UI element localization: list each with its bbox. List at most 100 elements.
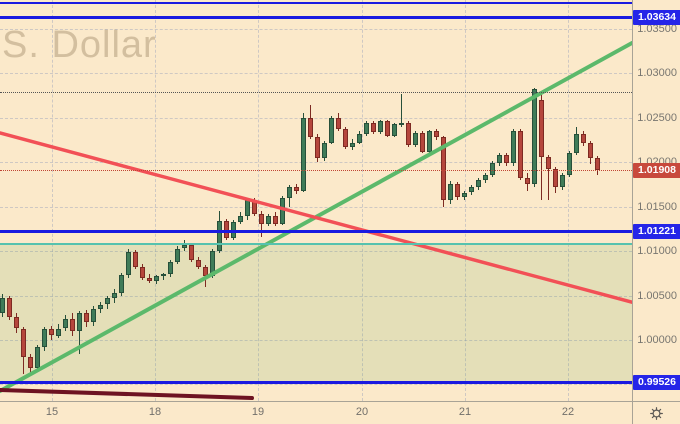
time-axis-label: 18	[148, 406, 162, 418]
symbol-watermark: S. Dollar	[2, 24, 157, 66]
candle-up	[399, 123, 404, 126]
candle-down	[203, 267, 208, 276]
h-gridline	[0, 162, 632, 164]
candle-up	[98, 304, 103, 309]
price-axis-label: 1.00000	[637, 334, 677, 346]
candle-up	[392, 124, 397, 136]
candle-up	[476, 180, 481, 188]
candle-up	[427, 131, 432, 152]
time-axis-label: 20	[355, 406, 369, 418]
candle-up	[245, 199, 250, 216]
price-line-0.99526[interactable]	[0, 380, 632, 384]
candle-up	[287, 187, 292, 198]
candle-down	[21, 328, 26, 357]
time-axis-label: 22	[561, 406, 575, 418]
price-badge-1.01221: 1.01221	[633, 224, 680, 239]
candle-down	[371, 123, 376, 133]
candle-down	[147, 277, 152, 282]
candle-down	[343, 129, 348, 148]
price-badge-0.99526: 0.99526	[633, 374, 680, 390]
price-scale-settings-button[interactable]	[632, 401, 680, 424]
candle-up	[357, 133, 362, 143]
price-line[interactable]	[0, 2, 632, 4]
candle-down	[133, 252, 138, 268]
h-gridline	[0, 73, 632, 75]
candle-down	[434, 131, 439, 138]
candle-down	[259, 213, 264, 225]
candle-up	[182, 244, 187, 249]
candle-down	[49, 329, 54, 336]
price-axis-label: 1.00500	[637, 289, 677, 302]
candle-up	[378, 121, 383, 133]
candle-down	[385, 121, 390, 136]
candle-down	[252, 199, 257, 214]
candle-up	[63, 318, 68, 329]
candle-down	[518, 131, 523, 179]
time-axis-label: 19	[251, 406, 265, 418]
candle-down	[406, 123, 411, 146]
candle-up	[119, 275, 124, 293]
candle-up	[413, 133, 418, 146]
price-line-1.01908[interactable]	[0, 170, 632, 171]
candle-down	[420, 133, 425, 152]
candle-up	[0, 298, 5, 314]
candle-up	[280, 197, 285, 224]
candle-up	[168, 261, 173, 275]
candle-up	[91, 308, 96, 323]
price-line-1.01221[interactable]	[0, 230, 632, 233]
candle-up	[217, 220, 222, 252]
candle-up	[350, 142, 355, 148]
time-axis[interactable]: 15 18 19 20 21 22	[0, 401, 632, 424]
price-line-1.03634[interactable]	[0, 15, 632, 19]
price-line[interactable]	[0, 243, 632, 245]
candle-down	[315, 137, 320, 158]
candle-up	[497, 155, 502, 164]
candle-down	[553, 169, 558, 188]
candle-up	[112, 292, 117, 299]
candle-down	[588, 142, 593, 158]
candle-up	[329, 117, 334, 143]
candle-down	[539, 100, 544, 157]
candle-up	[210, 251, 215, 276]
candle-down	[28, 356, 33, 369]
candle-down	[196, 260, 201, 268]
h-gridline	[0, 29, 632, 30]
candle-up	[511, 131, 516, 164]
candle-up	[364, 123, 369, 134]
candle-up	[126, 252, 131, 276]
candle-down	[441, 137, 446, 200]
price-badge-1.01908: 1.01908	[633, 163, 680, 178]
h-gridline	[0, 117, 632, 119]
chart-plot-area[interactable]: S. Dollar	[0, 0, 632, 401]
candle-down	[581, 133, 586, 143]
candle-up	[574, 133, 579, 154]
candle-up	[560, 174, 565, 188]
candle-up	[490, 163, 495, 175]
candle-up	[56, 328, 61, 336]
candle-up	[322, 142, 327, 158]
price-axis-label: 1.01000	[637, 245, 677, 258]
candle-down	[7, 298, 12, 317]
candle-up	[483, 174, 488, 180]
candle-down	[189, 244, 194, 260]
candle-up	[154, 276, 159, 282]
time-axis-label: 15	[45, 406, 59, 418]
candle-up	[567, 153, 572, 175]
candle-up	[77, 313, 82, 332]
candle-up	[238, 215, 243, 222]
price-line[interactable]	[0, 91, 632, 93]
candle-up	[462, 192, 467, 197]
candle-up	[105, 298, 110, 305]
candle-down	[273, 215, 278, 224]
price-axis-label: 1.03000	[637, 67, 677, 80]
candle-down	[14, 316, 19, 329]
price-badge-1.03634: 1.03634	[633, 9, 680, 25]
price-axis-label: 1.03500	[637, 23, 677, 35]
candle-down	[504, 155, 509, 164]
candle-up	[175, 248, 180, 262]
maroon-trendline[interactable]	[0, 388, 254, 400]
candle-down	[546, 157, 551, 170]
candle-up	[42, 329, 47, 348]
candle-down	[455, 183, 460, 197]
price-axis[interactable]: 1.035001.030001.025001.020001.015001.010…	[632, 0, 680, 401]
